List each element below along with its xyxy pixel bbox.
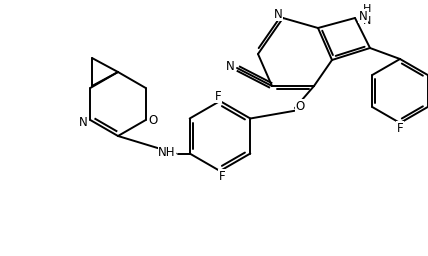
Text: F: F — [219, 169, 225, 183]
Text: NH: NH — [158, 146, 175, 159]
Text: N: N — [79, 115, 88, 129]
Text: N: N — [273, 7, 282, 20]
Text: O: O — [295, 100, 305, 112]
Text: F: F — [215, 90, 221, 102]
Text: F: F — [397, 122, 403, 134]
Text: O: O — [148, 113, 158, 126]
Text: N: N — [226, 59, 235, 72]
Text: N: N — [359, 9, 368, 23]
Text: H
N: H N — [363, 4, 372, 26]
